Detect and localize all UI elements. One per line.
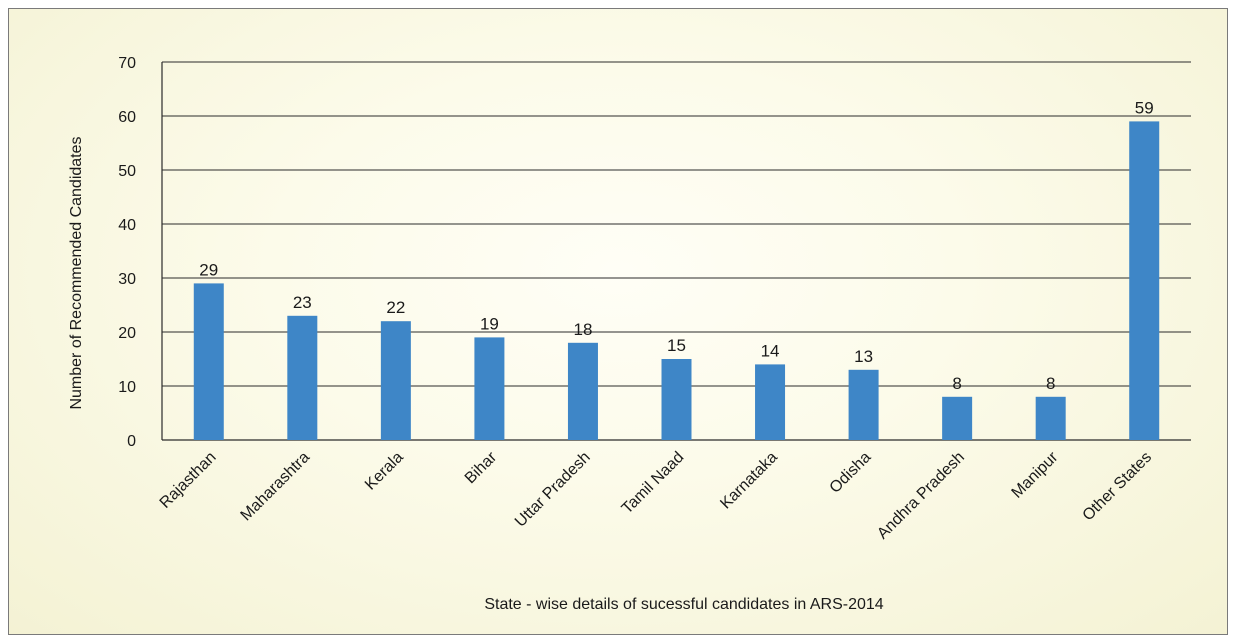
bar-kerala — [380, 321, 411, 440]
bar-manipur — [1035, 396, 1066, 440]
y-tick-label: 30 — [118, 271, 136, 288]
x-tick-label: Tamil Naad — [619, 449, 688, 518]
data-label: 14 — [761, 341, 780, 360]
data-label: 22 — [386, 298, 405, 317]
x-axis-title: State - wise details of sucessful candid… — [484, 596, 883, 613]
y-tick-label: 10 — [118, 379, 136, 396]
x-tick-label: Manipur — [1009, 448, 1062, 501]
data-labels: 29 23 22 19 18 15 14 13 8 8 59 — [199, 98, 1153, 392]
bar-chart: 0 10 20 30 40 50 60 70 29 23 22 19 18 15 14 13 8 8 59 Raj… — [68, 55, 1191, 613]
data-label: 8 — [1046, 374, 1055, 393]
x-tick-label: Other States — [1080, 449, 1156, 525]
y-tick-label: 50 — [118, 163, 136, 180]
data-label: 13 — [854, 347, 873, 366]
chart-container: 0 10 20 30 40 50 60 70 29 23 22 19 18 15 14 13 8 8 59 Raj… — [8, 8, 1228, 635]
bar-bihar — [474, 337, 505, 440]
data-label: 15 — [667, 336, 686, 355]
bars — [193, 121, 1160, 441]
x-tick-label: Uttar Pradesh — [512, 449, 594, 531]
y-tick-label: 0 — [127, 433, 136, 450]
bar-uttar-pradesh — [567, 342, 598, 440]
data-label: 8 — [952, 374, 961, 393]
bar-tamil-naad — [661, 359, 692, 440]
x-axis-categories: Rajasthan Maharashtra Kerala Bihar Uttar Pra… — [157, 448, 1155, 542]
y-axis-title: Number of Recommended Candidates — [68, 136, 85, 409]
data-label: 23 — [293, 293, 312, 312]
x-tick-label: Maharashtra — [238, 449, 314, 525]
x-tick-label: Karnataka — [717, 449, 781, 513]
bar-karnataka — [755, 364, 786, 440]
bar-maharashtra — [287, 315, 318, 440]
data-label: 18 — [573, 320, 592, 339]
x-tick-label: Rajasthan — [157, 449, 220, 512]
bar-other-states — [1129, 121, 1160, 441]
bar-rajasthan — [193, 283, 224, 440]
x-tick-label: Andhra Pradesh — [874, 449, 968, 543]
y-axis-ticks: 0 10 20 30 40 50 60 70 — [118, 55, 136, 450]
data-label: 19 — [480, 314, 499, 333]
data-label: 59 — [1135, 98, 1154, 117]
y-tick-label: 40 — [118, 217, 136, 234]
bar-odisha — [848, 369, 879, 440]
bar-andhra-pradesh — [942, 396, 973, 440]
y-tick-label: 60 — [118, 109, 136, 126]
x-tick-label: Kerala — [362, 449, 407, 494]
gridlines — [161, 61, 1191, 441]
data-label: 29 — [199, 260, 218, 279]
y-tick-label: 70 — [118, 55, 136, 72]
x-tick-label: Bihar — [462, 448, 501, 487]
y-tick-label: 20 — [118, 325, 136, 342]
x-tick-label: Odisha — [827, 449, 875, 497]
